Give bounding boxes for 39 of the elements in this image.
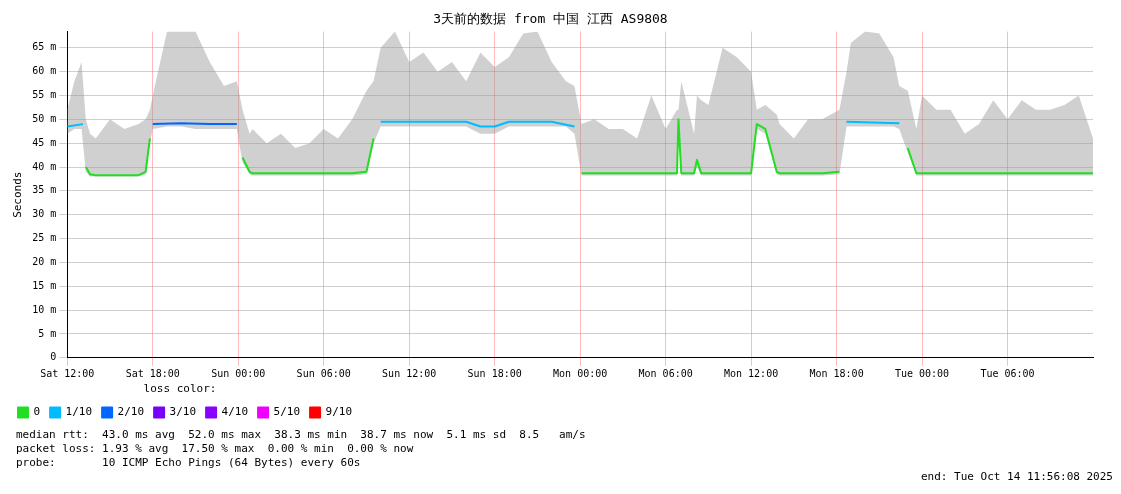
y-tick-label: 20 m [32,256,57,268]
legend-label: 3/10 [169,405,197,419]
legend-label: 1/10 [65,405,93,419]
legend-label: 9/10 [325,405,353,419]
legend-label: 4/10 [221,405,249,419]
y-tick-label: 65 m [32,41,57,53]
legend-label: 2/10 [117,405,145,419]
text: packet loss: 1.93 % avg 17.50 % max 0.00 % min 0.00 % now [16,442,415,456]
x-tick-label: Mon 18:00 [809,368,864,380]
text: probe: 10 ICMP Echo Pings (64 Bytes) every 60s [16,456,362,470]
x-tick-label: Sat 12:00 [40,368,95,380]
x-tick-label: Sun 06:00 [296,368,351,380]
y-tick-label: 10 m [32,303,57,315]
x-tick-label: Tue 06:00 [980,368,1035,380]
y-tick-label: 5 m [38,327,57,339]
x-tick-label: Tue 00:00 [894,368,950,380]
legend-title: loss color: [143,382,217,396]
y-tick-label: 35 m [32,184,57,196]
y-tick-label: 40 m [32,160,57,172]
x-tick-label: Sun 12:00 [382,368,437,380]
text: median rtt: 43.0 ms avg 52.0 ms max 38.3 ms min 38.7 ms now 5.1 ms sd 8.5 am/s [16,428,587,442]
x-tick-label: Mon 12:00 [724,368,779,380]
x-tick-label: Sun 00:00 [211,368,266,380]
y-tick-label: 50 m [32,112,57,124]
y-tick-label: 30 m [32,208,57,220]
y-tick-label: 0 [50,351,57,363]
y-tick-label: 45 m [32,136,57,148]
y-tick-label: 15 m [32,279,57,291]
y-tick-label: 25 m [32,232,57,244]
y-axis-title: Seconds [11,171,25,218]
text: end: Tue Oct 14 11:56:08 2025 [919,470,1113,484]
y-tick-label: 60 m [32,65,57,77]
x-tick-label: Mon 00:00 [553,368,608,380]
x-tick-label: Mon 06:00 [638,368,693,380]
x-tick-label: Sun 18:00 [467,368,522,380]
legend-label: 5/10 [273,405,301,419]
x-tick-label: Sat 18:00 [125,368,180,380]
y-tick-label: 55 m [32,89,57,101]
chart-title: 3天前的数据 from 中国 江西 AS9808 [433,11,668,27]
